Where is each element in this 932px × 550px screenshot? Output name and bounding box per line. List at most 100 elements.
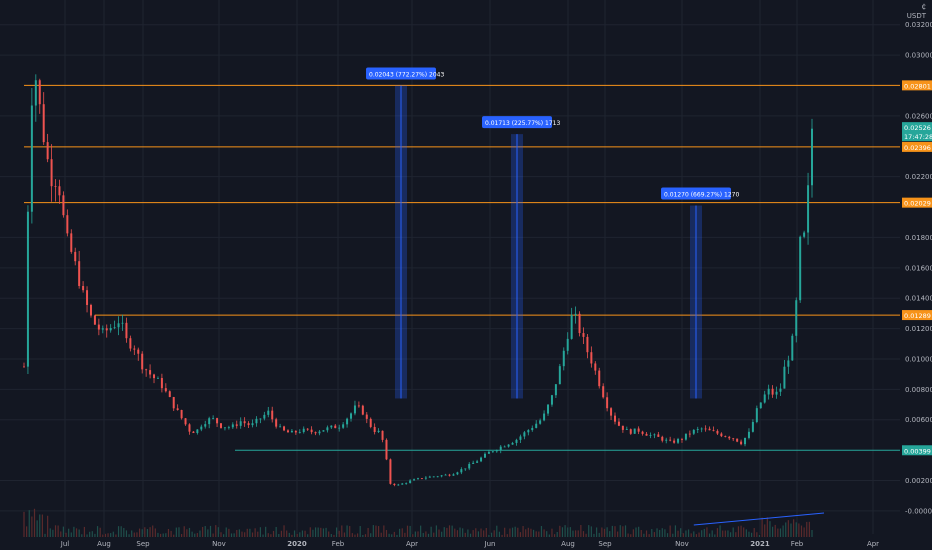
volume-bar [477, 531, 480, 537]
volume-bar [167, 529, 170, 537]
volume-bar [188, 527, 191, 537]
volume-bar [73, 526, 75, 537]
volume-bar [611, 525, 613, 537]
volume-bar [138, 528, 141, 537]
volume-bar [186, 529, 188, 537]
volume-bar [123, 527, 125, 537]
candle-body [456, 472, 459, 475]
volume-bar [288, 532, 290, 537]
volume-bar [217, 527, 219, 537]
candle-body [34, 80, 37, 106]
volume-bar [399, 528, 401, 537]
volume-bar [635, 527, 637, 537]
volume-bar [540, 526, 543, 537]
candle-body [755, 408, 758, 423]
candle-body [326, 427, 329, 431]
volume-bars [23, 508, 825, 537]
level-price-badge-3 [902, 310, 932, 321]
volume-bar [422, 532, 424, 537]
volume-bar [462, 528, 464, 537]
volume-bar [62, 526, 64, 537]
candle-body [357, 405, 360, 407]
candle-body [645, 433, 648, 436]
volume-bar [212, 533, 214, 537]
candle-body [535, 423, 538, 428]
x-tick-label-11: 2021 [750, 540, 770, 548]
candle-body [220, 423, 222, 428]
level-price-badge-1 [902, 141, 932, 152]
grid [0, 0, 900, 534]
candle-body [393, 483, 396, 485]
horizontal-levels[interactable] [24, 84, 900, 451]
volume-bar [52, 529, 54, 537]
volume-bar [743, 527, 745, 537]
candle-body [775, 391, 778, 395]
candle-body [271, 410, 274, 420]
candle-body [346, 418, 349, 425]
volume-bar [112, 531, 114, 537]
volume-bar [764, 524, 766, 537]
measure-label-2: 0.01270 (669.27%) 1270 [664, 192, 739, 199]
volume-bar [383, 525, 385, 537]
volume-bar [102, 534, 104, 537]
candle-body [598, 370, 601, 387]
volume-bar [630, 534, 632, 537]
volume-bar [795, 522, 797, 537]
volume-bar [209, 525, 212, 537]
y-tick-label-7: 0.01200 [905, 325, 932, 333]
candle-body [334, 425, 337, 429]
volume-bar [47, 515, 49, 537]
volume-bar [207, 529, 209, 537]
volume-bar [41, 514, 43, 537]
volume-bar [286, 530, 288, 537]
candle-body [129, 338, 132, 349]
candle-body [413, 479, 416, 481]
candle-body [669, 439, 672, 441]
candle-body [440, 475, 443, 477]
volume-bar [614, 526, 616, 537]
volume-bar [280, 530, 283, 537]
measurements[interactable]: 0.02043 (772.27%) 2043 0.01713 (225.77%) … [366, 67, 739, 399]
volume-bar [811, 530, 813, 537]
volume-bar [711, 530, 713, 537]
volume-bar [708, 533, 711, 537]
volume-bar [719, 525, 721, 537]
volume-bar [170, 530, 172, 537]
candle-body [586, 336, 589, 353]
candle-body [464, 468, 467, 470]
y-tick-label-11: 0.00200 [905, 477, 932, 485]
volume-bar [740, 525, 742, 537]
volume-bar [99, 527, 101, 537]
volume-bar [648, 534, 650, 537]
volume-bar [638, 526, 640, 537]
volume-bar [522, 526, 524, 537]
volume-bar [808, 521, 810, 537]
candle-body [688, 433, 691, 435]
volume-bar [569, 527, 571, 537]
volume-bar [165, 533, 167, 537]
candle-body [82, 286, 85, 291]
volume-bar [154, 528, 156, 537]
volume-bar [44, 533, 46, 537]
candle-body [409, 480, 412, 483]
volume-bar [716, 528, 719, 537]
volume-bar [483, 530, 485, 537]
volume-bar [125, 530, 128, 537]
candle-body [665, 439, 668, 441]
y-tick-label-10: 0.00600 [905, 416, 932, 424]
candle-body [696, 429, 699, 430]
candle-body [373, 426, 376, 433]
candle-body [164, 388, 167, 392]
volume-bar [514, 526, 516, 537]
candle-body [42, 104, 45, 143]
volume-bar [333, 534, 335, 537]
volume-bar [727, 530, 729, 537]
volume-bar [230, 533, 233, 537]
volume-bar [346, 525, 348, 537]
volume-trendline [693, 512, 825, 526]
candle-body [629, 429, 632, 434]
volume-bar [349, 526, 351, 537]
volume-bar [729, 532, 732, 537]
